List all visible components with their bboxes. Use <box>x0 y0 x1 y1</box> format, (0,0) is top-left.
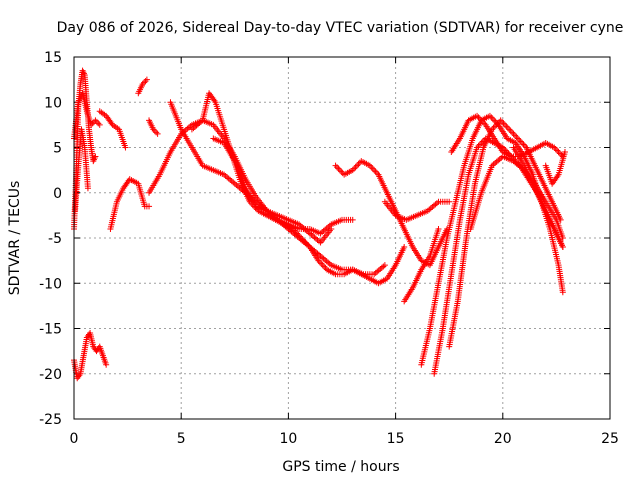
plot-frame <box>73 56 611 420</box>
series-sat-i <box>146 117 388 278</box>
y-tick-label: -10 <box>39 276 62 292</box>
data-point <box>435 225 442 232</box>
y-tick-label: 0 <box>53 186 62 202</box>
series-sat-c <box>72 126 91 214</box>
data-point <box>510 130 517 137</box>
data-point <box>476 141 483 148</box>
data-point <box>122 144 129 151</box>
series-sat-j <box>167 99 356 237</box>
data-point <box>328 225 335 232</box>
data-point <box>381 262 388 269</box>
data-point <box>333 164 340 171</box>
data-point <box>513 133 520 140</box>
data-point <box>503 123 510 130</box>
x-tick-labels: 0 5 10 15 20 25 <box>70 431 619 447</box>
series-sat-e <box>96 108 129 151</box>
y-tick-label: 10 <box>44 95 62 111</box>
data-point <box>507 127 514 134</box>
data-point <box>488 114 495 121</box>
data-points <box>71 67 568 382</box>
series-sat-k <box>188 90 408 287</box>
data-point <box>559 244 566 251</box>
data-point <box>354 162 361 169</box>
data-point <box>506 126 513 133</box>
series-sat-v <box>542 149 568 187</box>
data-point <box>92 153 99 160</box>
data-point <box>146 203 153 210</box>
data-point <box>154 130 161 137</box>
data-point <box>84 185 91 192</box>
x-tick-label: 20 <box>494 431 512 447</box>
data-point <box>556 150 563 157</box>
series-sat-l <box>210 135 335 246</box>
x-tick-label: 25 <box>601 431 619 447</box>
series-sat-m <box>332 158 451 269</box>
y-axis-label: SDTVAR / TECUs <box>7 181 23 296</box>
y-tick-label: -20 <box>39 367 62 383</box>
data-point <box>96 121 103 128</box>
x-tick-label: 15 <box>387 431 405 447</box>
data-point <box>554 147 561 154</box>
data-point <box>143 76 150 83</box>
data-point <box>520 141 527 148</box>
data-point <box>509 129 516 136</box>
data-point <box>93 118 100 125</box>
data-point <box>332 162 339 169</box>
data-point <box>561 149 568 156</box>
chart-title: Day 086 of 2026, Sidereal Day-to-day VTE… <box>57 20 624 36</box>
data-point <box>559 289 566 296</box>
y-tick-label: 15 <box>44 50 62 66</box>
data-point <box>372 168 379 175</box>
data-point <box>371 167 378 174</box>
data-point <box>335 165 342 172</box>
data-point <box>95 120 102 127</box>
data-point <box>500 120 507 127</box>
series-sat-r <box>446 117 564 350</box>
data-point <box>319 262 326 269</box>
x-tick-label: 10 <box>279 431 297 447</box>
data-point <box>142 78 149 85</box>
x-axis-label: GPS time / hours <box>282 459 399 475</box>
data-point <box>446 198 453 205</box>
x-tick-label: 5 <box>177 431 186 447</box>
x-tick-label: 0 <box>70 431 79 447</box>
data-point <box>519 139 526 146</box>
series-sat-b <box>71 90 103 142</box>
series-sat-o <box>401 225 442 305</box>
y-tick-label: -25 <box>39 412 62 428</box>
data-point <box>321 263 328 270</box>
series-sat-n <box>381 198 453 223</box>
data-point <box>511 132 518 139</box>
series-sat-g <box>135 76 150 97</box>
data-point <box>349 216 356 223</box>
data-point <box>401 244 408 251</box>
data-point <box>369 165 376 172</box>
data-point <box>336 167 343 174</box>
data-point <box>103 361 110 368</box>
series-sat-t <box>467 153 566 241</box>
series-sat-u <box>510 144 566 251</box>
series-sat-h <box>146 117 161 137</box>
y-tick-labels: -25 -20 -15 -10 -5 0 5 10 15 <box>39 50 62 428</box>
y-tick-label: 5 <box>53 141 62 157</box>
grid <box>74 57 610 419</box>
data-point <box>555 149 562 156</box>
y-tick-label: -15 <box>39 322 62 338</box>
data-point <box>153 129 160 136</box>
y-tick-label: -5 <box>48 231 62 247</box>
data-point <box>352 164 359 171</box>
data-point <box>517 138 524 145</box>
series-sat-f <box>107 176 153 232</box>
data-point <box>504 124 511 131</box>
